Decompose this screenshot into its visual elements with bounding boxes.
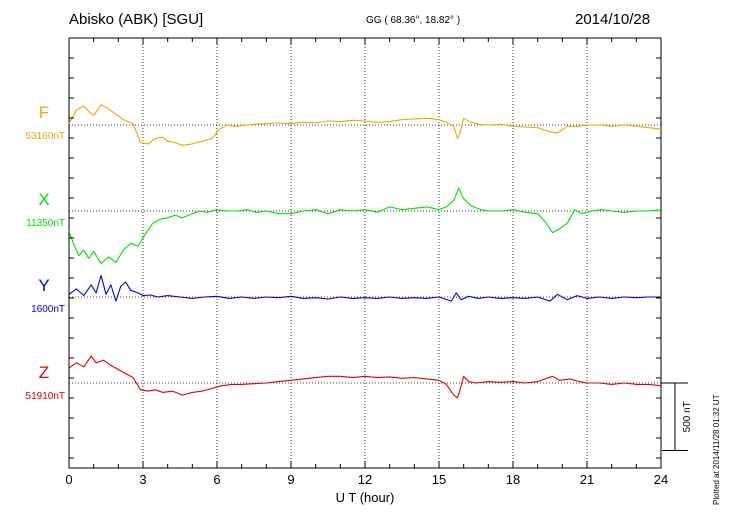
scale-bar-label: 500 nT bbox=[682, 401, 693, 432]
plotted-timestamp: Plotted at 2014/11/28 01:32 UT bbox=[712, 394, 721, 505]
scale-bar: 500 nT bbox=[661, 382, 693, 451]
x-tick-label: 6 bbox=[213, 472, 220, 487]
series-line-y bbox=[68, 274, 661, 302]
x-tick-label: 12 bbox=[358, 472, 372, 487]
series-name-y: Y bbox=[38, 276, 49, 295]
grid-lines bbox=[142, 38, 588, 468]
station-coordinates: GG ( 68.36°, 18.82° ) bbox=[366, 15, 461, 26]
series-baseline-y: 1600nT bbox=[31, 304, 65, 315]
plot-frame bbox=[68, 37, 662, 469]
x-axis-ticks: 0 3 6 9 12 15 18 21 24 U T (hour) bbox=[65, 38, 668, 505]
series-baseline-f: 53160nT bbox=[26, 131, 65, 142]
series-name-x: X bbox=[38, 190, 49, 209]
series-baseline-x: 11350nT bbox=[26, 218, 65, 229]
series-name-f: F bbox=[39, 103, 49, 122]
plot-date: 2014/10/28 bbox=[575, 11, 651, 28]
series-name-z: Z bbox=[39, 363, 49, 382]
x-tick-label: 24 bbox=[654, 472, 668, 487]
station-title: Abisko (ABK) [SGU] bbox=[69, 11, 204, 28]
x-tick-label: 21 bbox=[580, 472, 594, 487]
x-tick-label: 3 bbox=[139, 472, 146, 487]
x-tick-label: 18 bbox=[506, 472, 520, 487]
x-axis-label: U T (hour) bbox=[336, 490, 395, 505]
x-tick-label: 15 bbox=[432, 472, 446, 487]
plot-border bbox=[68, 37, 662, 469]
series-line-f bbox=[68, 104, 662, 146]
series-labels: F 53160nT X 11350nT Y 1600nT Z 51910nT bbox=[26, 103, 65, 402]
series-lines bbox=[68, 104, 662, 399]
series-line-z bbox=[68, 355, 662, 399]
x-tick-label: 9 bbox=[287, 472, 294, 487]
series-baseline-z: 51910nT bbox=[26, 391, 65, 402]
x-tick-label: 0 bbox=[65, 472, 72, 487]
series-line-x bbox=[68, 187, 662, 265]
